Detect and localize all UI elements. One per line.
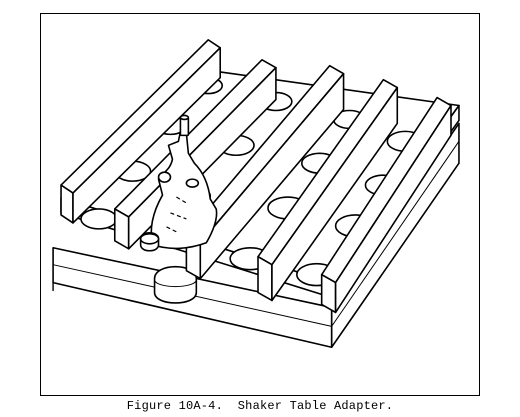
rail-3 [185,64,345,280]
rails [60,39,452,314]
specimen-fixture [139,114,218,252]
rail-5 [320,96,452,314]
shaker-table-adapter-drawing [52,39,460,349]
lower-cylinder [153,266,198,304]
figure-frame [40,13,480,396]
rail-1 [60,39,222,224]
figure-caption: Figure 10A-4. Shaker Table Adapter. [126,399,394,413]
rail-4 [257,78,399,302]
